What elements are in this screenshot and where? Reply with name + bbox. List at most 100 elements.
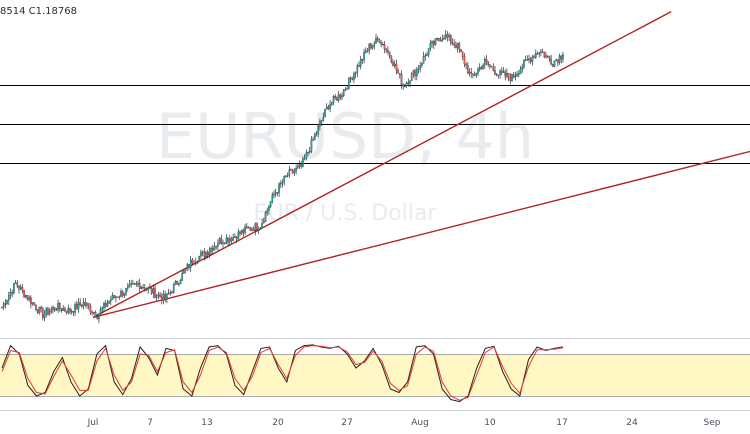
candle-up	[483, 59, 486, 66]
candle-up	[531, 56, 534, 62]
candle-up	[354, 72, 357, 74]
candle-up	[166, 293, 168, 300]
trendline-1	[92, 150, 750, 319]
candle-down	[546, 55, 549, 57]
candle-down	[449, 35, 452, 43]
candle-down	[463, 56, 466, 65]
candle-down	[84, 302, 87, 306]
candle-down	[472, 73, 474, 75]
candle-up	[540, 51, 542, 53]
candle-down	[560, 55, 563, 60]
candle-down	[387, 49, 389, 52]
candle-up	[310, 139, 313, 152]
candle-up	[448, 35, 450, 38]
candle-up	[135, 283, 138, 285]
candle-down	[504, 71, 507, 77]
candle-up	[132, 283, 134, 285]
candle-down	[60, 308, 63, 311]
candle-up	[237, 231, 240, 240]
x-tick-label: 7	[147, 418, 153, 428]
candle-down	[245, 226, 248, 228]
candle-down	[94, 312, 97, 317]
candle-down	[551, 64, 554, 67]
candle-up	[545, 55, 547, 58]
candle-down	[239, 231, 241, 234]
candle-up	[553, 60, 556, 67]
candle-up	[538, 52, 541, 54]
candle-up	[48, 311, 51, 315]
candle-up	[429, 43, 432, 49]
candle-up	[67, 307, 70, 313]
candle-up	[157, 294, 160, 296]
candle-up	[210, 248, 212, 252]
candle-up	[118, 296, 121, 298]
candle-down	[414, 70, 416, 77]
candle-down	[533, 56, 535, 58]
candle-up	[307, 151, 309, 154]
candle-down	[79, 302, 82, 306]
candle-up	[217, 243, 219, 247]
candle-up	[2, 303, 5, 308]
candle-up	[419, 65, 422, 70]
candle-up	[521, 67, 524, 70]
candle-up	[130, 283, 133, 285]
candle-down	[91, 311, 93, 314]
candle-down	[291, 169, 294, 173]
candle-down	[87, 303, 90, 307]
candle-up	[147, 287, 150, 290]
candle-up	[506, 73, 508, 77]
candle-up	[346, 88, 348, 90]
candle-down	[400, 74, 403, 86]
candle-down	[385, 48, 388, 51]
candle-up	[172, 284, 175, 293]
candle-down	[392, 62, 394, 67]
candle-down	[339, 94, 342, 98]
candle-down	[276, 192, 279, 194]
candle-down	[69, 307, 71, 313]
candle-up	[444, 34, 447, 39]
candle-up	[6, 300, 8, 305]
candle-up	[562, 54, 564, 60]
candle-down	[188, 264, 190, 268]
candle-down	[247, 227, 250, 229]
candle-up	[359, 59, 362, 67]
candle-up	[315, 132, 318, 135]
candle-down	[142, 286, 144, 289]
candle-down	[500, 70, 503, 73]
candle-down	[485, 59, 488, 62]
candle-up	[285, 175, 287, 177]
candle-up	[322, 116, 325, 121]
ohlc-readout: 8514 C1.18768	[0, 6, 83, 17]
candle-down	[376, 37, 379, 40]
candle-down	[557, 59, 559, 63]
candle-up	[106, 303, 109, 307]
candle-down	[383, 44, 386, 49]
candle-up	[409, 80, 411, 84]
x-tick-label: 17	[556, 418, 567, 428]
candle-up	[364, 51, 367, 53]
candle-up	[325, 106, 328, 110]
stochastic-d-line	[1, 345, 564, 401]
candle-up	[320, 120, 323, 123]
candle-down	[143, 287, 146, 291]
candle-up	[240, 229, 243, 234]
candle-down	[220, 238, 223, 244]
candle-up	[179, 280, 182, 284]
candle-up	[120, 291, 122, 297]
candle-up	[497, 74, 500, 76]
candle-down	[30, 297, 32, 305]
candle-up	[264, 212, 267, 222]
candle-down	[336, 97, 338, 101]
candle-up	[115, 296, 117, 298]
candle-up	[254, 223, 257, 232]
candle-up	[534, 53, 537, 58]
candle-up	[244, 226, 246, 233]
candle-up	[77, 302, 80, 310]
x-tick-label: Jul	[87, 418, 99, 428]
candle-up	[373, 43, 376, 46]
candle-down	[171, 292, 173, 294]
candle-up	[181, 272, 184, 281]
candle-up	[215, 245, 218, 248]
